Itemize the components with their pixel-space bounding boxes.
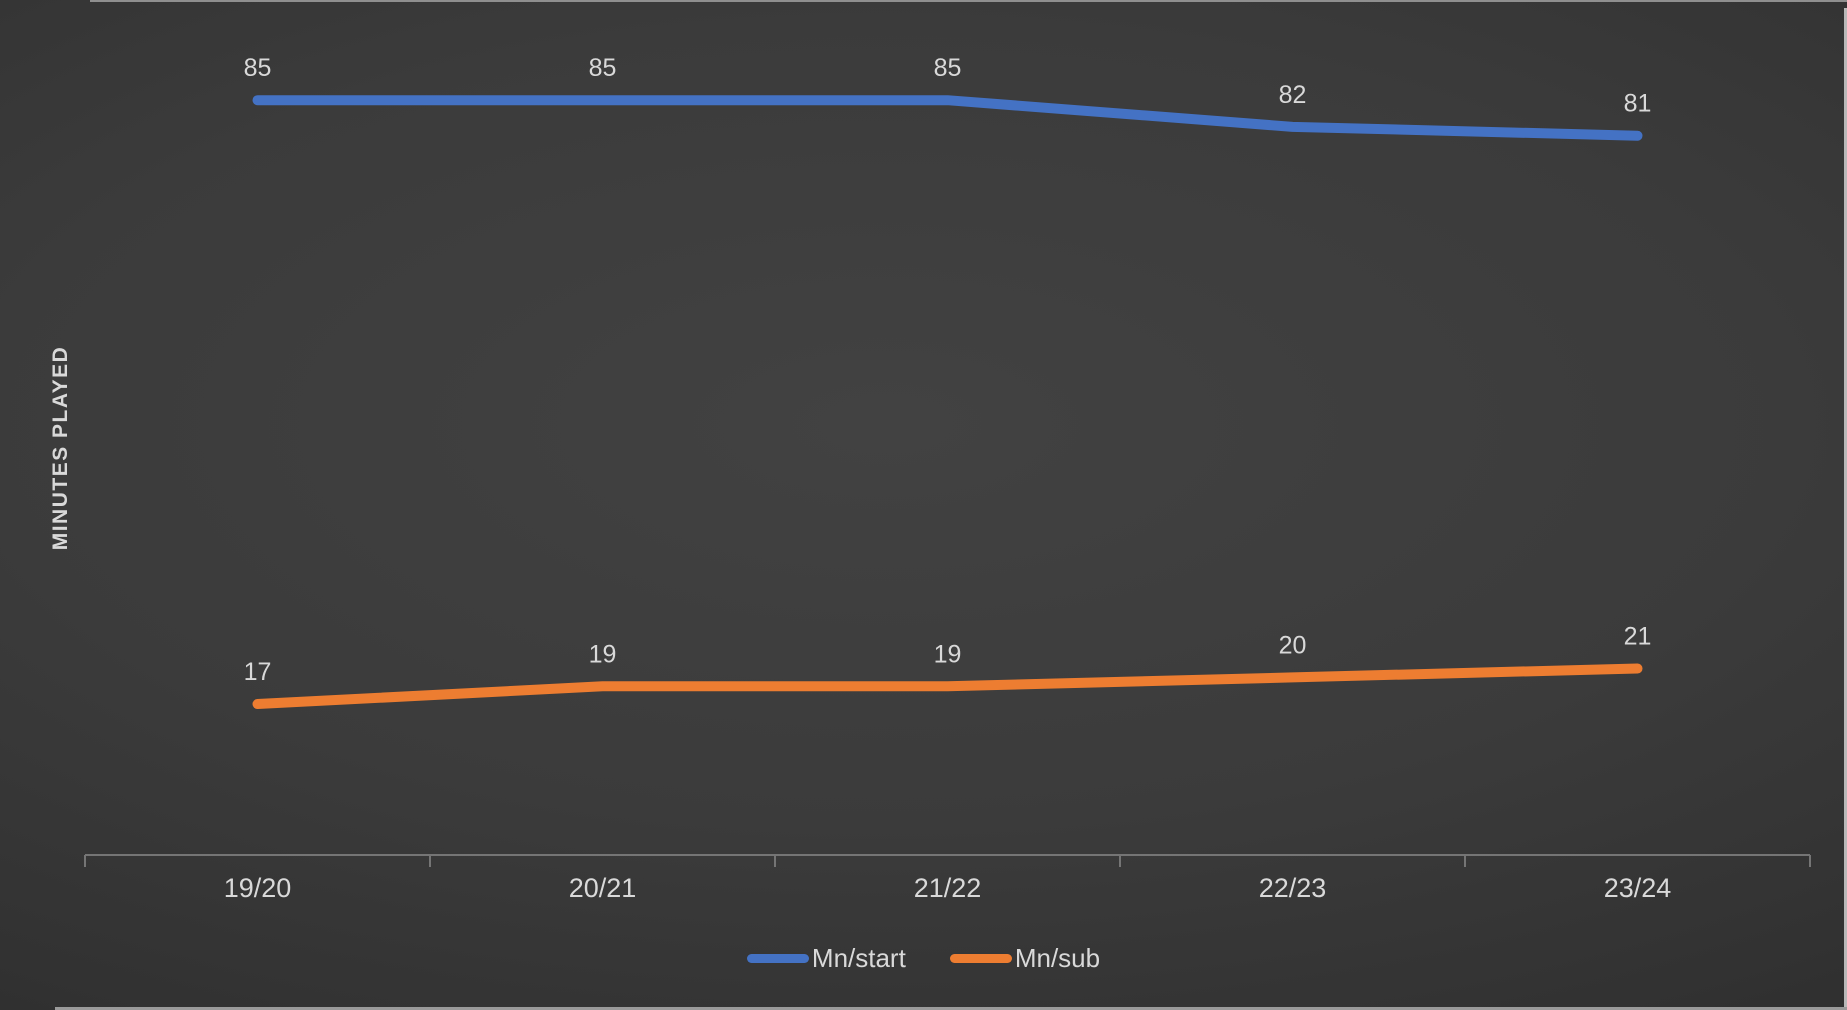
x-axis-tick-label: 20/21 — [569, 873, 637, 903]
legend-label-mn-start: Mn/start — [811, 943, 906, 973]
chart-border-top — [90, 0, 1847, 2]
legend-item-mn-sub: Mn/sub — [949, 943, 1101, 973]
data-label: 17 — [244, 658, 272, 686]
data-label: 85 — [244, 54, 272, 82]
data-label: 19 — [589, 640, 617, 668]
x-axis-tick-label: 23/24 — [1604, 873, 1672, 903]
legend-swatch-mn-start — [746, 953, 809, 963]
series-line-mn-start — [252, 95, 1643, 141]
chart-border-right — [1844, 8, 1847, 1010]
legend: Mn/start Mn/sub — [0, 936, 1847, 980]
x-axis — [84, 854, 1811, 867]
data-label: 82 — [1279, 81, 1307, 109]
legend-label-mn-sub: Mn/sub — [1014, 943, 1101, 973]
data-label: 85 — [934, 54, 962, 82]
data-label: 20 — [1279, 631, 1307, 659]
data-label: 19 — [934, 640, 962, 668]
legend-item-mn-start: Mn/start — [746, 943, 906, 973]
x-axis-tick-label: 21/22 — [914, 873, 982, 903]
x-axis-tick-label: 22/23 — [1259, 873, 1327, 903]
data-label: 81 — [1624, 90, 1652, 118]
legend-swatch-mn-sub — [949, 953, 1012, 963]
x-axis-tick-label: 19/20 — [224, 873, 292, 903]
chart-border-bottom — [55, 1007, 1847, 1010]
data-label: 85 — [589, 54, 617, 82]
series-line-mn-sub — [252, 663, 1643, 710]
data-label: 21 — [1624, 623, 1652, 651]
